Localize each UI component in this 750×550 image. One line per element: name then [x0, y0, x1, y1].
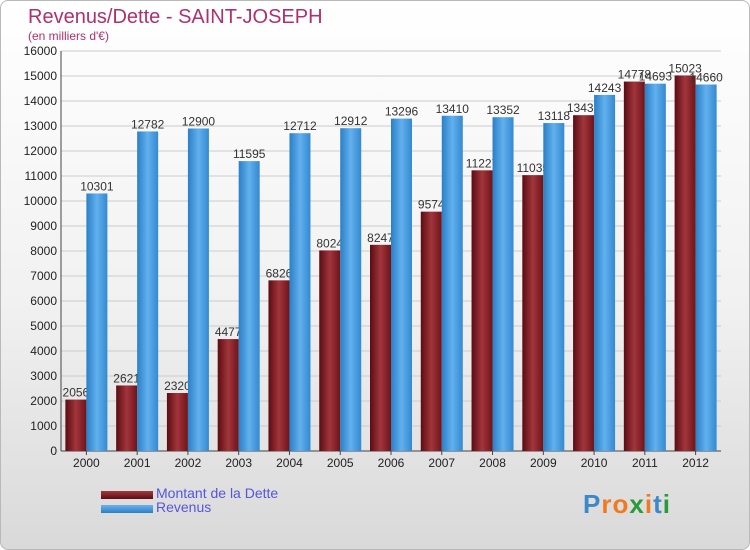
revenue-value-label: 14660 [689, 71, 723, 85]
y-tick-label: 12000 [24, 144, 58, 158]
y-tick-label: 2000 [30, 394, 57, 408]
revenue-bar [86, 193, 108, 451]
debt-bar [522, 175, 544, 451]
revenue-value-label: 13118 [538, 109, 571, 123]
debt-value-label: 14778 [618, 68, 652, 82]
revenue-bar [441, 115, 463, 451]
revenue-value-label: 11595 [233, 147, 266, 161]
debt-bar [623, 81, 645, 452]
logo-letter: t [653, 489, 663, 519]
x-tick-label: 2002 [175, 456, 202, 470]
x-tick-label: 2003 [225, 456, 252, 470]
debt-value-label: 2320 [164, 379, 191, 393]
revenue-value-label: 14693 [639, 70, 673, 84]
debt-value-label: 11035 [517, 161, 550, 175]
revenue-value-label: 13410 [436, 102, 470, 116]
legend-swatch-debt [101, 491, 153, 499]
revenue-bar [238, 161, 260, 451]
debt-bar [370, 244, 391, 451]
debt-value-label: 11227 [466, 156, 499, 170]
debt-bar [319, 250, 341, 451]
debt-value-label: 6826 [266, 266, 293, 280]
debt-bar [166, 393, 188, 451]
debt-bar [573, 115, 595, 452]
y-tick-label: 6000 [30, 294, 57, 308]
revenue-bar [594, 94, 616, 452]
y-tick-label: 10000 [24, 194, 58, 208]
revenue-value-label: 12912 [334, 114, 368, 128]
revenue-value-label: 12712 [283, 119, 317, 133]
x-tick-label: 2012 [682, 456, 709, 470]
revenue-bar [391, 118, 412, 451]
x-tick-label: 2011 [632, 456, 658, 470]
revenue-value-label: 13352 [486, 103, 520, 117]
x-tick-label: 2004 [276, 456, 303, 470]
debt-value-label: 4477 [215, 325, 242, 339]
y-tick-label: 4000 [30, 344, 57, 358]
y-tick-label: 7000 [30, 269, 57, 283]
y-tick-label: 0 [50, 444, 57, 458]
logo-letter: r [601, 489, 613, 519]
logo-letter: i [662, 489, 671, 519]
revenue-bar [492, 117, 514, 451]
revenue-bar [137, 131, 159, 451]
revenue-value-label: 10301 [80, 179, 114, 193]
x-tick-label: 2007 [428, 456, 455, 470]
x-tick-label: 2008 [479, 456, 506, 470]
debt-value-label: 2056 [63, 386, 90, 400]
y-tick-label: 16000 [24, 44, 58, 58]
chart-title: Revenus/Dette - SAINT-JOSEPH [28, 6, 323, 28]
debt-value-label: 8247 [367, 231, 394, 245]
x-tick-label: 2000 [73, 456, 100, 470]
revenue-bar [695, 84, 717, 451]
debt-bar [116, 385, 138, 451]
x-tick-label: 2010 [581, 456, 608, 470]
x-tick-label: 2005 [327, 456, 354, 470]
legend-label-revenue: Revenus [156, 499, 212, 515]
debt-value-label: 8024 [316, 236, 343, 250]
proxiti-logo: Proxiti [583, 489, 671, 520]
y-tick-label: 8000 [30, 244, 57, 258]
y-tick-label: 14000 [24, 94, 58, 108]
revenue-bar [543, 123, 565, 452]
x-tick-label: 2009 [530, 456, 557, 470]
debt-value-label: 2621 [113, 371, 140, 385]
debt-bar [674, 75, 696, 452]
revenue-bar [340, 128, 362, 451]
y-tick-label: 15000 [24, 69, 58, 83]
revenue-bar [644, 83, 666, 452]
debt-value-label: 13433 [567, 101, 601, 115]
x-tick-label: 2006 [378, 456, 405, 470]
revenue-value-label: 14243 [588, 81, 622, 95]
y-tick-label: 1000 [30, 419, 57, 433]
revenue-bar [187, 128, 209, 451]
debt-bar [217, 339, 239, 451]
y-tick-label: 3000 [30, 369, 57, 383]
debt-bar [65, 399, 87, 451]
logo-letter: x [629, 489, 645, 519]
legend-label-debt: Montant de la Dette [156, 485, 279, 501]
revenue-bar [289, 133, 311, 451]
logo-letter: o [612, 489, 630, 519]
debt-bar [268, 280, 290, 451]
debt-bar [420, 211, 442, 451]
revenue-value-label: 12782 [131, 117, 165, 131]
y-tick-label: 5000 [30, 319, 57, 333]
x-tick-label: 2001 [124, 456, 151, 470]
debt-value-label: 15023 [668, 61, 702, 75]
revenue-value-label: 13296 [385, 105, 419, 119]
debt-value-label: 9574 [418, 198, 445, 212]
legend-swatch-revenue [101, 505, 153, 513]
logo-letter: i [644, 489, 654, 519]
logo-letter: P [583, 489, 602, 519]
y-tick-label: 9000 [30, 219, 57, 233]
y-tick-label: 13000 [24, 119, 58, 133]
chart-subtitle: (en milliers d'€) [28, 29, 109, 43]
y-tick-label: 11000 [25, 169, 58, 183]
revenue-value-label: 12900 [182, 115, 216, 129]
debt-bar [471, 170, 493, 451]
